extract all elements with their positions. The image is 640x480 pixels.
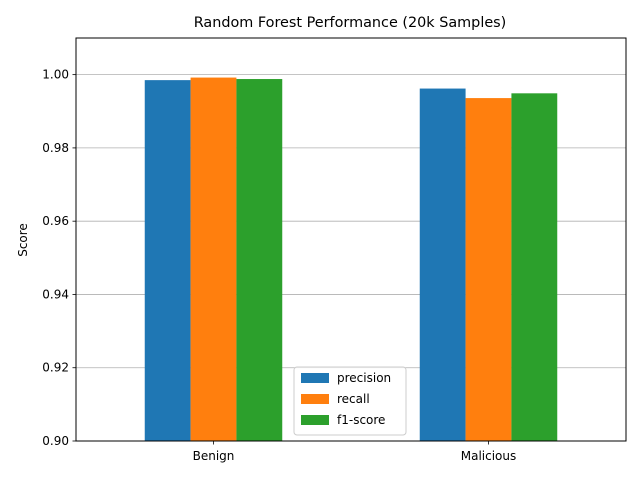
y-tick-label: 0.98: [42, 141, 69, 155]
x-tick-label: Malicious: [461, 449, 517, 463]
bar-recall-benign: [190, 77, 237, 442]
y-tick-label: 1.00: [42, 68, 69, 82]
legend-label-f1-score: f1-score: [337, 413, 385, 427]
y-ticks: 0.90 0.92 0.94 0.96 0.98 1.00: [42, 68, 76, 448]
y-tick-label: 0.94: [42, 287, 69, 301]
x-ticks: Benign Malicious: [193, 441, 517, 463]
bar-f1-score-malicious: [511, 93, 558, 441]
y-tick-label: 0.90: [42, 434, 69, 448]
legend-label-precision: precision: [337, 371, 391, 385]
bar-precision-malicious: [419, 88, 466, 442]
x-tick-label: Benign: [193, 449, 235, 463]
bar-precision-benign: [144, 80, 191, 441]
y-tick-label: 0.96: [42, 214, 69, 228]
legend: precision recall f1-score: [293, 366, 407, 436]
plot-frame: [75, 37, 627, 442]
legend-swatch-f1-score: [301, 415, 329, 425]
legend-label-recall: recall: [337, 392, 370, 406]
bar-f1-score-benign: [236, 79, 283, 442]
bar-recall-malicious: [465, 98, 512, 442]
legend-swatch-precision: [301, 373, 329, 383]
chart-title: Random Forest Performance (20k Samples): [194, 15, 507, 31]
y-axis-label: Score: [16, 223, 30, 257]
y-tick-label: 0.92: [42, 361, 69, 375]
legend-swatch-recall: [301, 394, 329, 404]
bars: [144, 77, 558, 442]
